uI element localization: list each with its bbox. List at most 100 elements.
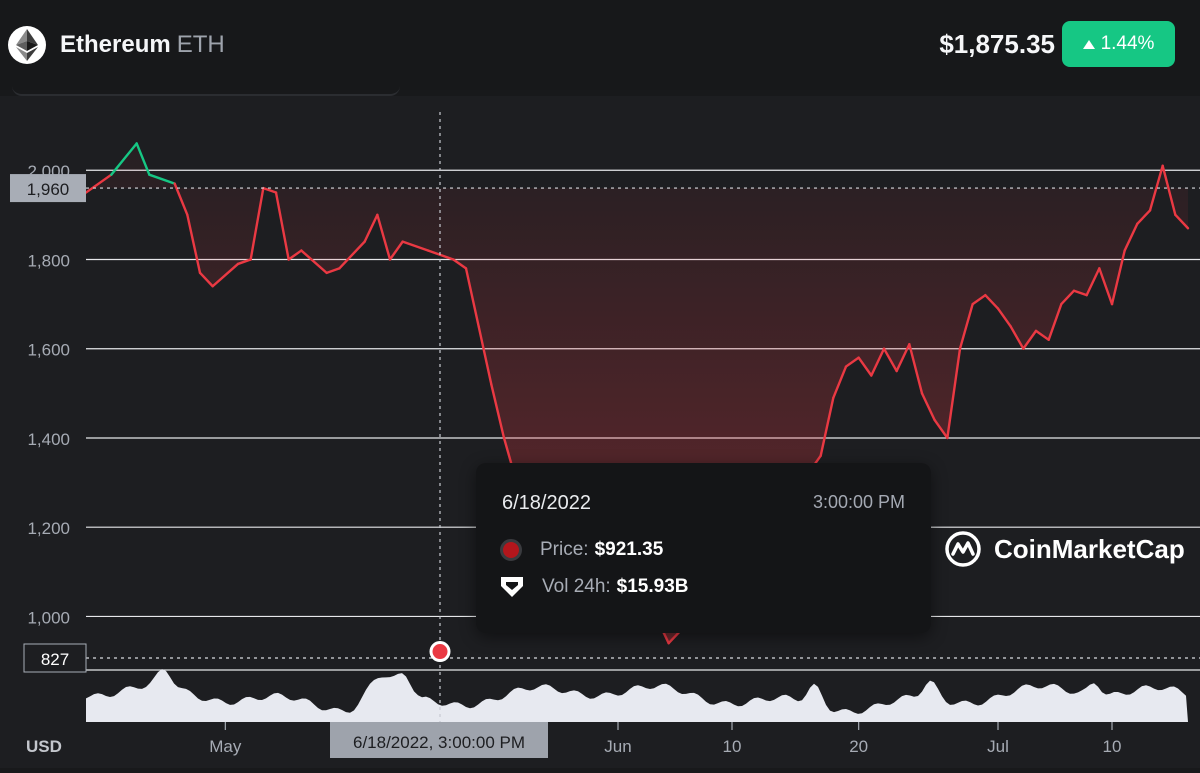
price-segment xyxy=(363,213,379,243)
price-change-badge: 1.44% xyxy=(1062,21,1175,67)
y-tick-label: 1,600 xyxy=(27,341,70,360)
price-segment xyxy=(958,302,974,350)
y-tick-label: 2,000 xyxy=(27,162,70,181)
price-chart-svg[interactable]: 1,960 827 1,000 1,200 1,400 1,600 1,800 2,000 M… xyxy=(0,96,1200,768)
crosshair-date-label: 6/18/2022, 3:00:00 PM xyxy=(353,733,525,752)
price-segment xyxy=(477,325,493,386)
ethereum-logo-icon xyxy=(8,26,46,64)
crosshair-point xyxy=(429,641,451,663)
price-segment xyxy=(426,249,455,261)
tooltip-date: 6/18/2022 xyxy=(502,492,591,514)
price-segment xyxy=(1009,325,1025,350)
price-segment xyxy=(895,343,911,373)
coinmarketcap-logo-icon xyxy=(945,531,981,567)
price-segment xyxy=(388,240,404,261)
price-segment xyxy=(920,392,936,422)
crosshair-date-box xyxy=(330,722,548,758)
baseline-label-box xyxy=(10,174,86,203)
price-segment xyxy=(946,347,962,440)
y-tick-label: 1,800 xyxy=(27,251,70,270)
tooltip-volume-label: Vol 24h: xyxy=(542,576,611,597)
tooltip-volume-value: $15.93B xyxy=(616,576,689,597)
price-segment xyxy=(173,182,189,217)
current-price: $1,875.35 xyxy=(939,29,1055,59)
price-segment xyxy=(110,142,138,176)
price-segment xyxy=(262,186,278,194)
price-segment xyxy=(819,396,835,458)
price-dot-icon xyxy=(500,539,522,561)
price-segment xyxy=(996,307,1012,328)
price-segment xyxy=(1136,209,1152,225)
price-segment xyxy=(490,383,506,440)
price-segment xyxy=(971,293,987,306)
price-segment xyxy=(933,418,949,440)
price-chart[interactable]: 1,960 827 1,000 1,200 1,400 1,600 1,800 2,000 M… xyxy=(0,96,1200,768)
tooltip-time: 3:00:00 PM xyxy=(812,492,905,512)
asset-title: Ethereum ETH xyxy=(60,31,225,59)
price-segment xyxy=(1060,289,1076,306)
price-segment xyxy=(1123,222,1139,252)
price-segment xyxy=(376,213,392,261)
price-segment xyxy=(274,191,290,261)
price-segment xyxy=(236,258,252,266)
price-segment xyxy=(832,365,848,400)
price-segment xyxy=(198,271,214,288)
coinmarketcap-watermark: CoinMarketCap xyxy=(944,530,1185,568)
tooltip-price-label: Price: xyxy=(540,539,589,560)
price-segment xyxy=(401,240,430,252)
price-segment xyxy=(857,356,873,377)
price-segment xyxy=(1098,267,1114,306)
asset-header: Ethereum ETH $1,875.35 1.44% xyxy=(0,0,1200,96)
asset-name: Ethereum xyxy=(60,31,171,58)
price-segment xyxy=(249,186,265,261)
price-segment xyxy=(870,347,886,377)
price-area xyxy=(86,143,1188,644)
price-segment xyxy=(882,347,898,373)
price-change-value: 1.44% xyxy=(1100,33,1155,54)
watermark-text: CoinMarketCap xyxy=(994,533,1185,564)
price-segment xyxy=(287,249,303,261)
price-segment xyxy=(1072,289,1088,297)
tooltip-price-value: $921.35 xyxy=(594,539,664,560)
volume-area xyxy=(86,669,1188,722)
price-segment xyxy=(1148,164,1164,212)
x-tick-label: May xyxy=(209,737,242,756)
price-tooltip: 6/18/2022 3:00:00 PM Price: $921.35 Vol … xyxy=(476,463,931,633)
price-segment xyxy=(1034,329,1050,341)
x-tick-label: 10 xyxy=(1103,737,1122,756)
price-segment xyxy=(844,356,860,368)
currency-unit-label: USD xyxy=(26,737,62,756)
price-segment xyxy=(135,142,151,176)
price-segment xyxy=(1161,164,1177,217)
y-tick-label: 1,000 xyxy=(27,608,70,627)
tooltip-volume-row: Vol 24h: $15.93B xyxy=(500,576,689,598)
price-segment xyxy=(1085,267,1101,297)
price-segment xyxy=(1174,213,1190,230)
price-segment xyxy=(325,267,341,275)
x-tick-label: 10 xyxy=(723,737,742,756)
price-segment xyxy=(984,293,1000,310)
price-segment xyxy=(1110,249,1126,306)
y-tick-label: 1,400 xyxy=(27,430,70,449)
x-tick-label: Jul xyxy=(987,737,1009,756)
low-marker-label: 827 xyxy=(41,650,69,669)
baseline-label: 1,960 xyxy=(27,180,70,199)
asset-symbol: ETH xyxy=(176,31,225,58)
price-segment xyxy=(148,173,176,185)
price-segment xyxy=(908,343,924,395)
range-tab-strip[interactable] xyxy=(12,80,400,96)
tooltip-price-row: Price: $921.35 xyxy=(500,539,663,561)
price-segment xyxy=(86,173,113,194)
low-marker-box xyxy=(23,643,87,673)
price-segment xyxy=(464,267,480,328)
price-segment xyxy=(300,249,328,275)
volume-icon xyxy=(501,577,523,597)
price-segment xyxy=(452,258,468,270)
y-tick-label: 1,200 xyxy=(27,519,70,538)
x-tick-label: Jun xyxy=(604,737,631,756)
price-segment xyxy=(1047,302,1063,341)
x-tick-label: 20 xyxy=(849,737,868,756)
price-segment xyxy=(186,213,202,275)
caret-up-icon xyxy=(1082,39,1095,49)
price-segment xyxy=(1022,329,1038,350)
